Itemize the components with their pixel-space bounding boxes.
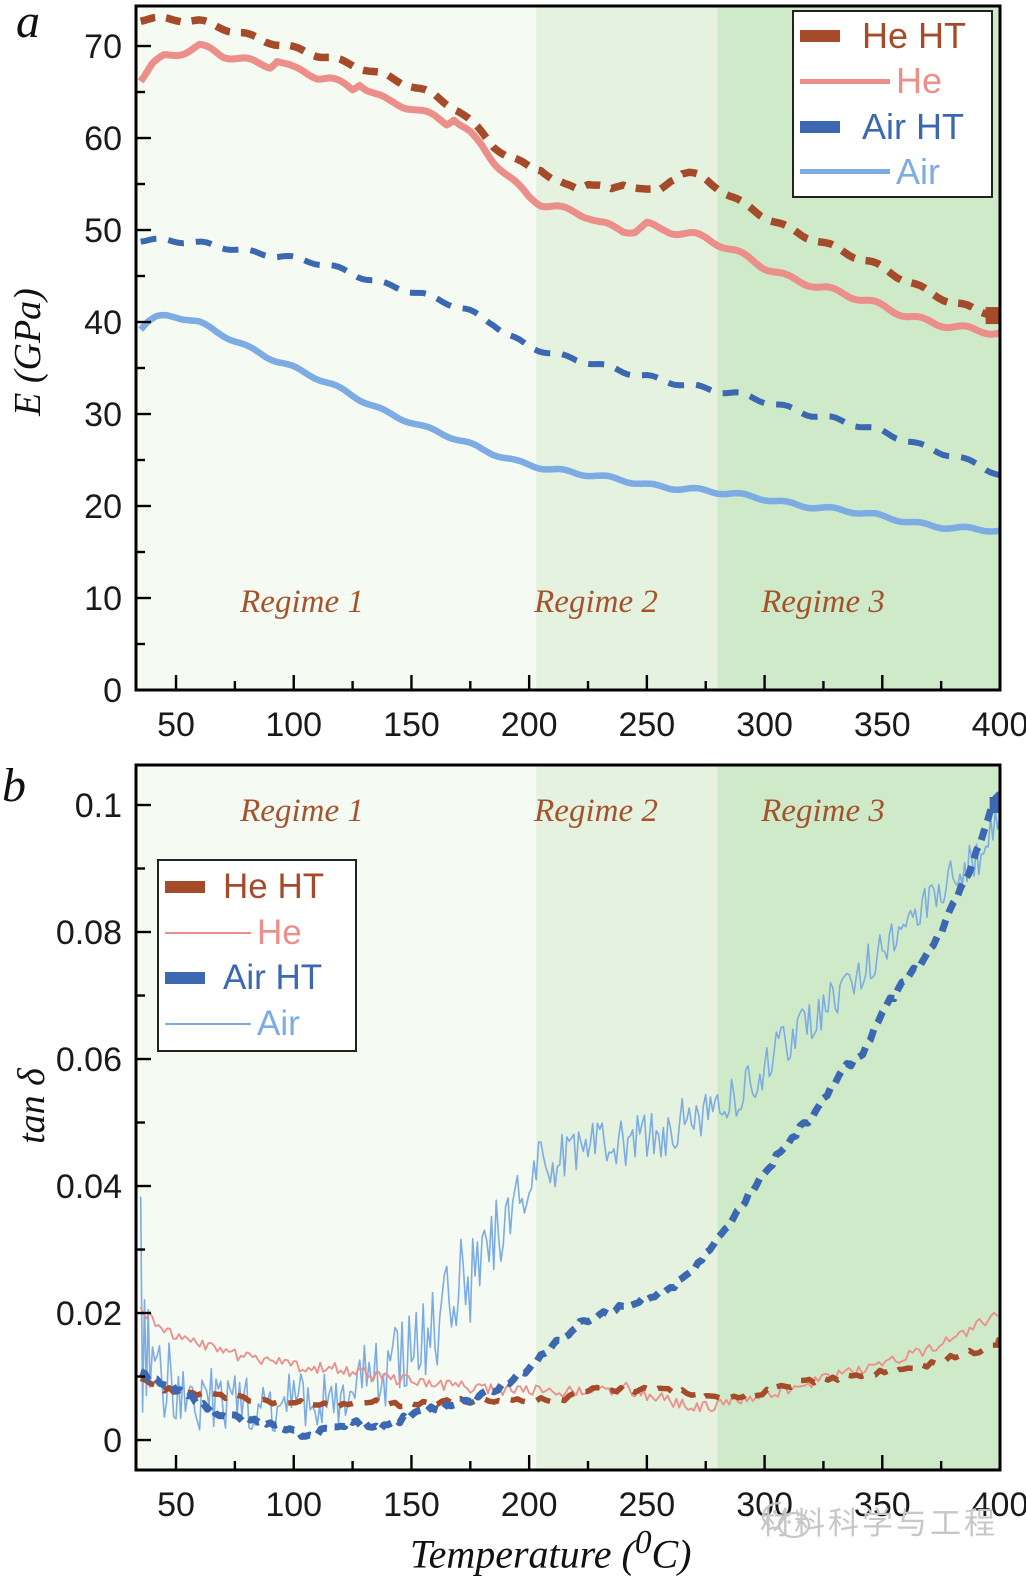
y-tick-label: 20 [84,488,122,526]
legend-item-he-ht: He HT [794,15,991,57]
panel-b-series [139,791,1000,1440]
x-axis-label-post: C) [651,1531,692,1577]
series-he-ht-line [139,1341,1000,1410]
legend-label: Air [896,150,940,192]
panel-a-frame [134,4,1002,692]
legend-sample-dash [165,972,205,985]
y-tick-label: 0.1 [75,787,122,825]
x-axis-label-pre: Temperature ( [410,1531,635,1577]
series-air-line [139,810,1000,1432]
legend-sample-line [165,1023,251,1026]
regime-band-1 [136,6,537,690]
legend-item-air-ht: Air HT [794,106,991,148]
x-tick-label: 150 [383,1486,440,1524]
x-tick-label: 100 [265,706,322,744]
x-tick-label: 250 [618,1486,675,1524]
watermark: 材料科学与工程 [760,1498,998,1543]
regime-label-1: Regime 1 [239,793,364,829]
regime-label-2: Regime 2 [533,793,658,829]
y-tick-label: 0.08 [56,914,122,952]
regime-band-3 [717,765,1000,1470]
regime-label-2: Regime 2 [533,584,658,620]
x-tick-label: 300 [736,706,793,744]
legend-sample-dash [165,880,205,893]
y-tick-label: 40 [84,304,122,342]
panel-b-letter: b [2,759,26,812]
panel-a-ticks [136,44,1002,692]
x-tick-label: 250 [618,706,675,744]
x-tick-label: 200 [501,706,558,744]
x-tick-label: 350 [854,706,911,744]
series-air-ht-line [139,791,1000,1440]
panel-b-ticks [136,803,1002,1470]
y-tick-label: 70 [84,28,122,66]
y-tick-label: 30 [84,396,122,434]
x-tick-label: 400 [972,706,1026,744]
y-tick-label: 50 [84,212,122,250]
legend-label: He [257,912,302,952]
legend-label: Air [257,1004,300,1044]
x-tick-label: 400 [972,1486,1026,1524]
legend-item-he: He [794,60,991,102]
panel-a-letter: a [16,0,40,48]
y-tick-label: 0 [103,672,122,710]
y-tick-label: 60 [84,120,122,158]
x-axis-label-sup: 0 [634,1524,652,1561]
y-tick-label: 0.02 [56,1295,122,1333]
legend-item-he-ht: He HT [159,867,355,907]
x-tick-label: 50 [157,706,195,744]
panel-b-frame [134,763,1002,1472]
series-he-line [137,40,1000,338]
wechat-logo-icon [761,1501,811,1539]
y-tick-label: 0.06 [56,1041,122,1079]
series-he-ht-line [139,13,1000,319]
y-tick-label: 0 [103,1422,122,1460]
legend-sample-line [165,931,251,934]
x-tick-label: 50 [157,1486,195,1524]
series-air-ht-line [140,235,1000,479]
regime-label-3: Regime 3 [760,793,885,829]
x-tick-label: 200 [501,1486,558,1524]
regime-label-1: Regime 1 [239,584,364,620]
regime-band-2 [536,6,718,690]
legend-label: He HT [862,15,967,57]
regime-label-3: Regime 3 [760,584,885,620]
legend-item-he: He [159,913,355,953]
legend-sample-dash [800,30,840,43]
x-tick-label: 100 [265,1486,322,1524]
panel-a-series [137,13,1000,535]
legend-label: Air HT [223,958,323,998]
series-end-marker [985,307,1000,325]
panel-a-y-axis-label: E (GPa) [7,288,49,416]
panel-b-legend: He HT He Air HT Air [157,859,357,1052]
panel-b-y-axis-label: tan δ [11,1068,53,1144]
x-tick-label: 350 [854,1486,911,1524]
legend-item-air: Air [159,1004,355,1044]
y-tick-label: 10 [84,580,122,618]
x-axis-label: Temperature (0C) [410,1524,691,1577]
legend-label: He [896,60,943,102]
legend-sample-line [800,169,890,175]
legend-sample-line [800,78,890,84]
y-tick-label: 0.04 [56,1168,122,1206]
legend-sample-dash [800,120,840,133]
series-he-line [139,1306,1000,1413]
legend-item-air-ht: Air HT [159,958,355,998]
series-air-line [138,311,1000,535]
legend-label: He HT [223,866,325,906]
legend-item-air: Air [794,151,991,193]
legend-label: Air HT [862,105,964,147]
x-tick-label: 150 [383,706,440,744]
series-end-marker [989,797,1000,814]
panel-a-legend: He HT He Air HT Air [792,10,993,198]
